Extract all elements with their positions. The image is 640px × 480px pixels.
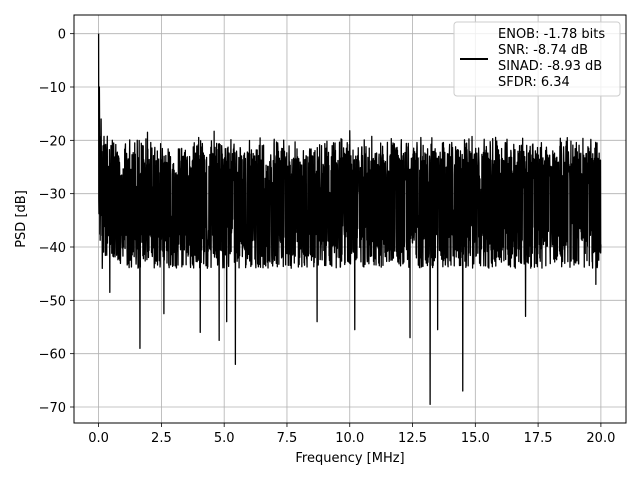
x-tick-label: 15.0 [461,431,490,446]
x-tick-label: 17.5 [524,431,553,446]
y-tick-label: −60 [39,348,66,363]
x-tick-label: 2.5 [151,431,172,446]
x-tick-label: 5.0 [214,431,235,446]
x-tick-label: 10.0 [335,431,364,446]
x-axis-label: Frequency [MHz] [295,451,404,466]
y-tick-label: −40 [39,241,66,256]
psd-series-line [97,33,602,405]
plot-area [97,33,602,405]
x-axis-ticks: 0.0 2.5 5.0 7.5 10.0 12.5 15.0 17.5 20.0 [88,423,615,446]
x-tick-label: 20.0 [586,431,615,446]
y-tick-label: −30 [39,188,66,203]
y-tick-label: −20 [39,134,66,149]
x-tick-label: 7.5 [277,431,298,446]
y-axis-ticks: 0 −10 −20 −30 −40 −50 −60 −70 [39,28,74,416]
y-tick-label: −70 [39,401,66,416]
legend: ENOB: -1.78 bits SNR: -8.74 dB SINAD: -8.9… [453,21,621,97]
y-tick-label: −50 [39,294,66,309]
y-tick-label: −10 [39,81,66,96]
y-tick-label: 0 [58,28,66,43]
legend-box [453,21,621,97]
x-tick-label: 12.5 [398,431,427,446]
legend-entry-label: ENOB: -1.78 bits SNR: -8.74 dB SINAD: -8.9… [498,27,605,90]
y-axis-label: PSD [dB] [14,190,29,248]
x-tick-label: 0.0 [88,431,109,446]
